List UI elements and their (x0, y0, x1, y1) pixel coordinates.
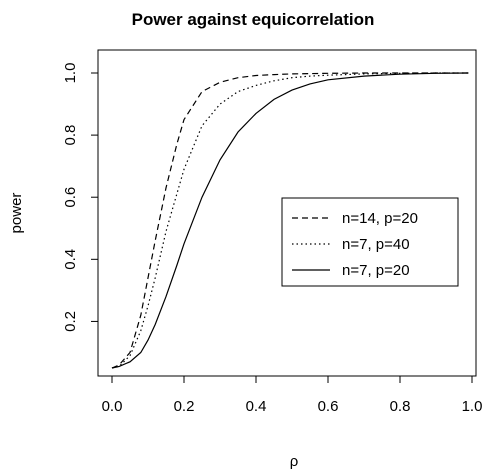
y-tick-label-0: 0.2 (62, 311, 79, 332)
chart-title: Power against equicorrelation (132, 10, 375, 29)
legend-label-2: n=7, p=20 (342, 262, 410, 279)
series-line-2 (111, 72, 469, 369)
legend: n=14, p=20 n=7, p=40 n=7, p=20 (281, 197, 459, 287)
x-tick-label-1: 0.2 (174, 398, 195, 415)
y-tick-label-4: 1.0 (62, 63, 79, 84)
y-tick-label-2: 0.6 (62, 187, 79, 208)
x-tick-label-5: 1.0 (462, 398, 483, 415)
legend-box (281, 197, 459, 287)
legend-label-0: n=14, p=20 (342, 210, 418, 227)
y-tick-label-3: 0.8 (62, 125, 79, 146)
series-line-0 (111, 72, 469, 369)
x-tick-label-0: 0.0 (102, 398, 123, 415)
plot-frame (97, 49, 477, 377)
y-tick-label-1: 0.4 (62, 249, 79, 270)
legend-label-1: n=7, p=40 (342, 236, 410, 253)
x-axis-label: ρ (290, 453, 299, 470)
series-layer (111, 72, 469, 369)
x-tick-label-3: 0.6 (318, 398, 339, 415)
x-tick-label-2: 0.4 (246, 398, 267, 415)
x-axis: 0.0 0.2 0.4 0.6 0.8 1.0 (102, 376, 483, 415)
y-axis: 0.2 0.4 0.6 0.8 1.0 (62, 63, 98, 332)
y-axis-label: power (8, 193, 25, 234)
x-tick-label-4: 0.8 (390, 398, 411, 415)
